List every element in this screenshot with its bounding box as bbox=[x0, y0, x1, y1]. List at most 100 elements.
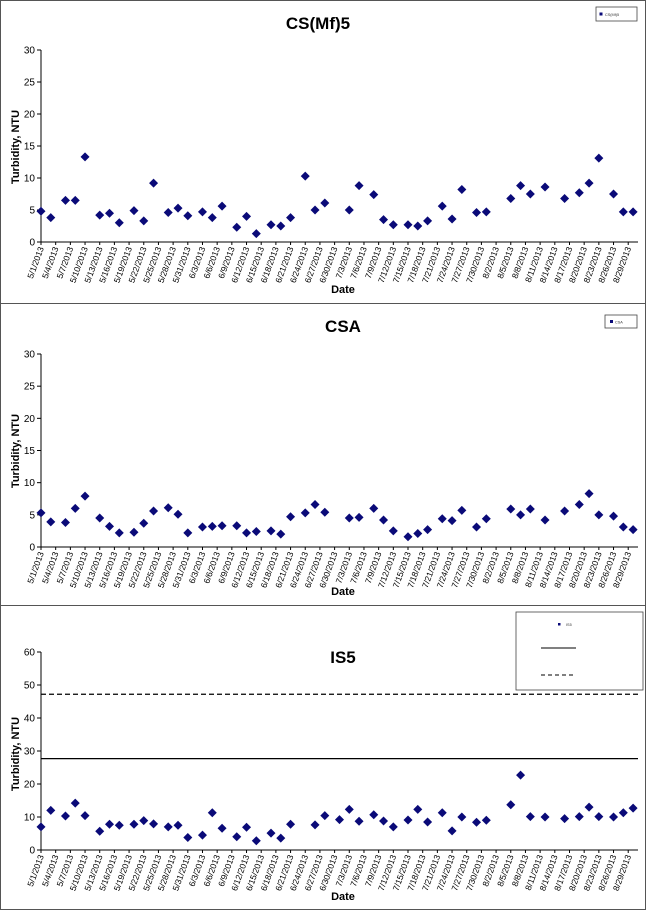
legend-box bbox=[595, 6, 638, 22]
data-point bbox=[584, 489, 594, 499]
data-point bbox=[310, 820, 320, 830]
data-point bbox=[232, 521, 242, 531]
x-axis-label: Date bbox=[331, 891, 355, 903]
data-point bbox=[149, 506, 159, 516]
legend: CSA bbox=[604, 314, 638, 329]
chart-svg-3: IS5 IS5 Turbidity, NTU Date 0 10 20 30 40 50 6… bbox=[10, 611, 644, 903]
y-tick-label: 10 bbox=[24, 478, 36, 489]
data-point bbox=[584, 178, 594, 188]
data-point bbox=[437, 808, 447, 818]
data-point bbox=[173, 509, 183, 519]
data-point bbox=[344, 804, 354, 814]
chart-title: CSA bbox=[325, 317, 361, 336]
data-point bbox=[540, 182, 550, 192]
data-point bbox=[36, 508, 46, 518]
data-point bbox=[105, 208, 115, 218]
data-point bbox=[516, 181, 526, 191]
data-point bbox=[276, 529, 286, 539]
y-axis-label: Turbidity, NTU bbox=[10, 717, 22, 791]
data-point bbox=[447, 516, 457, 526]
data-point bbox=[320, 811, 330, 821]
data-point bbox=[403, 815, 413, 825]
data-point bbox=[354, 181, 364, 191]
data-point bbox=[413, 221, 423, 231]
data-point bbox=[276, 221, 286, 231]
data-point bbox=[207, 213, 217, 223]
data-point bbox=[423, 817, 433, 827]
data-point bbox=[149, 819, 159, 829]
data-point bbox=[413, 528, 423, 538]
data-point bbox=[354, 512, 364, 522]
data-point bbox=[286, 819, 296, 829]
data-point bbox=[70, 503, 80, 513]
data-point bbox=[506, 504, 516, 514]
data-point bbox=[46, 213, 56, 223]
data-point bbox=[525, 812, 535, 822]
data-point bbox=[413, 804, 423, 814]
data-point bbox=[217, 201, 227, 211]
data-point bbox=[95, 826, 105, 836]
data-point bbox=[403, 532, 413, 542]
data-point bbox=[525, 504, 535, 514]
legend-marker bbox=[558, 623, 561, 626]
data-point bbox=[388, 822, 398, 832]
data-point bbox=[506, 193, 516, 203]
legend-marker bbox=[599, 12, 603, 16]
data-point bbox=[516, 510, 526, 520]
data-point bbox=[457, 185, 467, 195]
data-point bbox=[594, 153, 604, 163]
data-point bbox=[183, 211, 193, 221]
data-point bbox=[388, 220, 398, 230]
y-tick-label: 15 bbox=[24, 446, 36, 457]
data-point bbox=[379, 215, 389, 225]
data-point bbox=[574, 188, 584, 198]
data-point bbox=[447, 826, 457, 836]
data-point bbox=[129, 527, 139, 537]
data-point bbox=[60, 195, 70, 205]
data-point bbox=[506, 800, 516, 810]
data-point bbox=[80, 152, 90, 162]
legend: CS(Mf)5 bbox=[595, 6, 638, 22]
legend: IS5 bbox=[515, 611, 644, 691]
y-tick-label: 20 bbox=[24, 110, 36, 121]
chart-panel-3: IS5 IS5 Turbidity, NTU Date 0 10 20 30 40 50 6… bbox=[0, 605, 646, 910]
data-point bbox=[472, 522, 482, 532]
chart-title: IS5 bbox=[330, 648, 356, 667]
data-point bbox=[183, 832, 193, 842]
y-tick-label: 10 bbox=[24, 813, 36, 824]
data-point bbox=[609, 189, 619, 199]
data-point bbox=[320, 507, 330, 517]
data-point bbox=[197, 830, 207, 840]
y-axis-label: Turbidity, NTU bbox=[10, 110, 22, 184]
data-point bbox=[95, 210, 105, 220]
data-point bbox=[173, 820, 183, 830]
chart-panel-1: CS(Mf)5 CS(Mf)5 Turbidity, NTU Date 0 5 10… bbox=[0, 0, 646, 304]
data-point bbox=[335, 815, 344, 825]
data-point bbox=[618, 808, 628, 818]
data-point bbox=[276, 833, 286, 843]
data-point bbox=[80, 811, 90, 821]
y-tick-label: 20 bbox=[24, 414, 36, 425]
y-axis-label: Turbidity, NTU bbox=[10, 414, 22, 488]
legend-label: CS(Mf)5 bbox=[605, 13, 619, 17]
data-point bbox=[173, 203, 183, 213]
data-point bbox=[609, 812, 619, 822]
chart-panel-2: CSA CSA Turbidity, NTU Date 0 5 10 15 20 25 30… bbox=[0, 303, 646, 606]
data-point bbox=[423, 525, 433, 535]
data-point bbox=[300, 171, 310, 181]
data-point bbox=[114, 528, 124, 538]
y-tick-label: 5 bbox=[29, 510, 35, 521]
data-point bbox=[149, 178, 159, 188]
data-point bbox=[310, 500, 320, 510]
data-point bbox=[207, 521, 217, 531]
data-point bbox=[286, 512, 296, 522]
data-point bbox=[105, 819, 115, 829]
data-point bbox=[369, 503, 379, 513]
data-point bbox=[300, 508, 310, 518]
data-point bbox=[437, 514, 447, 524]
chart-svg-2: CSA CSA Turbidity, NTU Date 0 5 10 15 20 25 30… bbox=[10, 314, 638, 598]
data-point bbox=[46, 517, 56, 527]
data-point bbox=[320, 198, 330, 208]
data-point bbox=[481, 207, 491, 217]
data-point bbox=[129, 819, 139, 829]
